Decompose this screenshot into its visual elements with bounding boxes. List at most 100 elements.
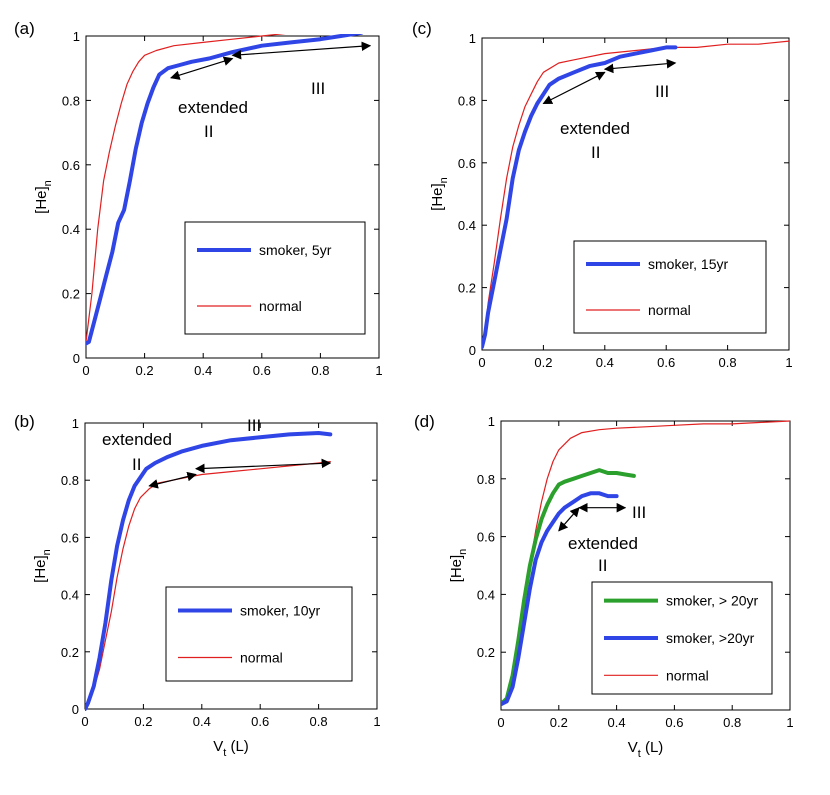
y-tick-label: 0.6 xyxy=(61,530,79,545)
x-tick-label: 1 xyxy=(786,715,793,730)
annotation-phase-3: III xyxy=(247,416,261,435)
panel-label: (a) xyxy=(14,19,35,38)
series-line-smoker-10yr xyxy=(85,431,333,711)
y-tick-label: 0.6 xyxy=(458,156,476,171)
chart-panel: (b) 0 0.2 0.4 0.6 0.8 1 0 0.2 0.4 0.6 0.8 1 [He]n Vt (… xyxy=(14,412,381,759)
phase-arrow xyxy=(195,458,332,474)
x-tick-label: 0.8 xyxy=(723,715,741,730)
legend-label: smoker, > 20yr xyxy=(666,593,759,609)
y-tick-label: 1 xyxy=(73,29,80,44)
x-tick-label: 1 xyxy=(785,355,792,370)
series-line-normal xyxy=(482,40,789,348)
annotation-phase-2: II xyxy=(591,143,600,162)
annotation-phase-3: III xyxy=(311,79,325,98)
x-axis-label-sub: t xyxy=(223,747,226,759)
y-axis-label: [He]n xyxy=(33,180,54,214)
x-tick-label: 0.2 xyxy=(136,363,154,378)
panel-label: (c) xyxy=(412,19,432,38)
y-tick-label: 0.4 xyxy=(62,222,80,237)
annotation-phase-3: III xyxy=(632,503,646,522)
y-tick-label: 0.2 xyxy=(458,281,476,296)
annotation-phase-2: II xyxy=(598,556,607,575)
x-tick-label: 0 xyxy=(497,715,504,730)
y-tick-label: 0 xyxy=(73,351,80,366)
y-tick-label: 1 xyxy=(488,414,495,429)
phase-arrow xyxy=(558,506,580,532)
x-tick-label: 1 xyxy=(373,714,380,729)
annotation-extended: extended xyxy=(560,119,630,138)
y-tick-label: 0.2 xyxy=(477,645,495,660)
series-line-smoker-20yr xyxy=(501,491,619,707)
annotation-extended: extended xyxy=(568,534,638,553)
y-tick-label: 0.2 xyxy=(62,287,80,302)
chart-panel: (d) 0 0.2 0.4 0.6 0.8 1 0.2 0.4 0.6 0.8 1 [He]n Vt (L… xyxy=(414,412,794,760)
y-tick-label: 0.4 xyxy=(477,587,495,602)
annotation-phase-2: II xyxy=(204,122,213,141)
chart-panel: (a) 0 0.2 0.4 0.6 0.8 1 0 0.2 0.4 0.6 0.8 1 [He]n exte… xyxy=(14,19,383,378)
x-tick-label: 0.4 xyxy=(193,714,211,729)
annotation-extended: extended xyxy=(178,98,248,117)
y-tick-label: 0.6 xyxy=(62,158,80,173)
y-tick-label: 0.8 xyxy=(62,93,80,108)
y-tick-label: 0 xyxy=(469,343,476,358)
x-tick-label: 0 xyxy=(82,363,89,378)
legend-label: normal xyxy=(648,302,691,318)
x-tick-label: 0.8 xyxy=(719,355,737,370)
y-tick-label: 0.4 xyxy=(61,588,79,603)
x-axis-label-main: V xyxy=(628,739,638,756)
series-line-normal xyxy=(86,34,286,344)
legend-label: smoker, >20yr xyxy=(666,630,755,646)
x-axis-label-unit: (L) xyxy=(226,738,249,755)
y-axis-label: [He]n xyxy=(429,177,450,211)
y-tick-label: 0.8 xyxy=(477,472,495,487)
x-tick-label: 0 xyxy=(81,714,88,729)
y-axis-label-sub: n xyxy=(42,180,54,186)
x-tick-label: 1 xyxy=(375,363,382,378)
y-tick-label: 1 xyxy=(469,31,476,46)
x-tick-label: 0.2 xyxy=(550,715,568,730)
legend-label: normal xyxy=(259,298,302,314)
x-tick-label: 0.4 xyxy=(596,355,614,370)
y-tick-label: 0.6 xyxy=(477,530,495,545)
legend: smoker, 15yr normal xyxy=(573,240,767,334)
legend-label: normal xyxy=(240,650,283,666)
legend-box xyxy=(165,586,353,682)
y-axis-label-sub: n xyxy=(457,549,469,555)
plot-frame xyxy=(500,420,791,711)
phase-arrow xyxy=(542,71,606,105)
x-axis-label-sub: t xyxy=(638,748,641,760)
legend-box xyxy=(184,221,366,335)
legend: smoker, 10yr normal xyxy=(165,586,353,682)
x-tick-label: 0 xyxy=(478,355,485,370)
panel-label: (b) xyxy=(14,412,35,431)
legend: smoker, > 20yr smoker, >20yr normal xyxy=(591,581,773,695)
x-axis-label-main: V xyxy=(213,738,223,755)
plot-frame xyxy=(85,35,380,359)
series-line-smoker-20yr xyxy=(501,468,636,707)
x-axis-label: Vt (L) xyxy=(628,739,664,760)
annotation-phase-2: II xyxy=(132,455,141,474)
series-line-smoker-15yr xyxy=(482,45,678,349)
x-tick-label: 0.4 xyxy=(194,363,212,378)
y-axis-label-main: [He] xyxy=(448,555,465,583)
y-axis-label: [He]n xyxy=(448,549,469,583)
y-tick-label: 0.8 xyxy=(458,93,476,108)
legend-box xyxy=(573,240,767,334)
annotation-extended: extended xyxy=(102,430,172,449)
x-axis-label-unit: (L) xyxy=(641,739,664,756)
x-tick-label: 0.6 xyxy=(657,355,675,370)
x-tick-label: 0.2 xyxy=(534,355,552,370)
y-tick-label: 0.4 xyxy=(458,218,476,233)
x-tick-label: 0.2 xyxy=(134,714,152,729)
y-axis-label-main: [He] xyxy=(32,555,49,583)
phase-arrow xyxy=(170,56,234,80)
y-tick-label: 0 xyxy=(72,702,79,717)
annotation-phase-3: III xyxy=(655,82,669,101)
y-axis-label-sub: n xyxy=(41,549,53,555)
y-axis-label-main: [He] xyxy=(429,183,446,211)
legend-label: smoker, 5yr xyxy=(259,242,332,258)
y-axis-label-main: [He] xyxy=(33,186,50,214)
phase-arrow xyxy=(148,471,197,489)
y-tick-label: 1 xyxy=(72,416,79,431)
x-tick-label: 0.6 xyxy=(253,363,271,378)
